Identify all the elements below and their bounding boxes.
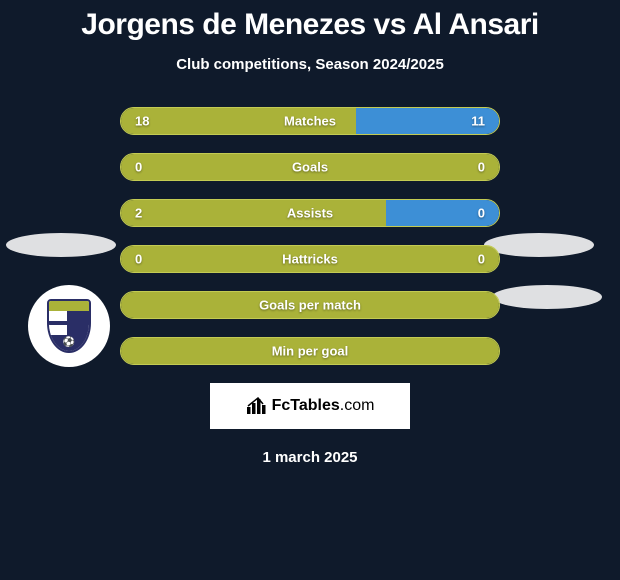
stat-label: Assists <box>287 206 333 221</box>
stat-value-right: 11 <box>471 114 485 129</box>
soccer-ball-icon: ⚽ <box>63 338 75 348</box>
stat-value-right: 0 <box>478 252 485 267</box>
footer-date: 1 march 2025 <box>0 449 620 466</box>
player-right-placeholder-1 <box>484 233 594 257</box>
player-left-placeholder <box>6 233 116 257</box>
stat-row: 0 0 Hattricks <box>120 245 500 273</box>
stat-label: Goals per match <box>259 298 361 313</box>
stat-bars: 18 11 Matches 0 0 Goals 2 0 Assists 0 0 Hattricks Go… <box>120 107 500 365</box>
stat-label: Goals <box>292 160 328 175</box>
stat-value-left: 18 <box>135 114 149 129</box>
branding: FcTables.com <box>210 383 410 429</box>
stat-label: Min per goal <box>272 344 349 359</box>
stat-value-left: 0 <box>135 252 142 267</box>
stat-value-right: 0 <box>478 160 485 175</box>
chart-area: ⚽ 18 11 Matches 0 0 Goals 2 0 Assists 0 0 Hattricks… <box>0 107 620 466</box>
stat-value-left: 0 <box>135 160 142 175</box>
stat-fill-left <box>121 200 386 226</box>
comparison-card: Jorgens de Menezes vs Al Ansari Club com… <box>0 0 620 466</box>
subtitle: Club competitions, Season 2024/2025 <box>0 56 620 73</box>
stat-row: 0 0 Goals <box>120 153 500 181</box>
stat-value-left: 2 <box>135 206 142 221</box>
stat-row: Min per goal <box>120 337 500 365</box>
shield-icon: ⚽ <box>47 299 91 353</box>
player-right-placeholder-2 <box>492 285 602 309</box>
brand-name: FcTables <box>272 397 340 414</box>
stat-value-right: 0 <box>478 206 485 221</box>
page-title: Jorgens de Menezes vs Al Ansari <box>0 8 620 42</box>
stat-label: Hattricks <box>282 252 338 267</box>
bar-chart-icon <box>246 397 268 415</box>
club-badge: ⚽ <box>28 285 110 367</box>
stat-row: 18 11 Matches <box>120 107 500 135</box>
stat-row: 2 0 Assists <box>120 199 500 227</box>
stat-row: Goals per match <box>120 291 500 319</box>
stat-label: Matches <box>284 114 336 129</box>
brand-tld: .com <box>340 397 375 414</box>
brand-text: FcTables.com <box>272 397 375 415</box>
